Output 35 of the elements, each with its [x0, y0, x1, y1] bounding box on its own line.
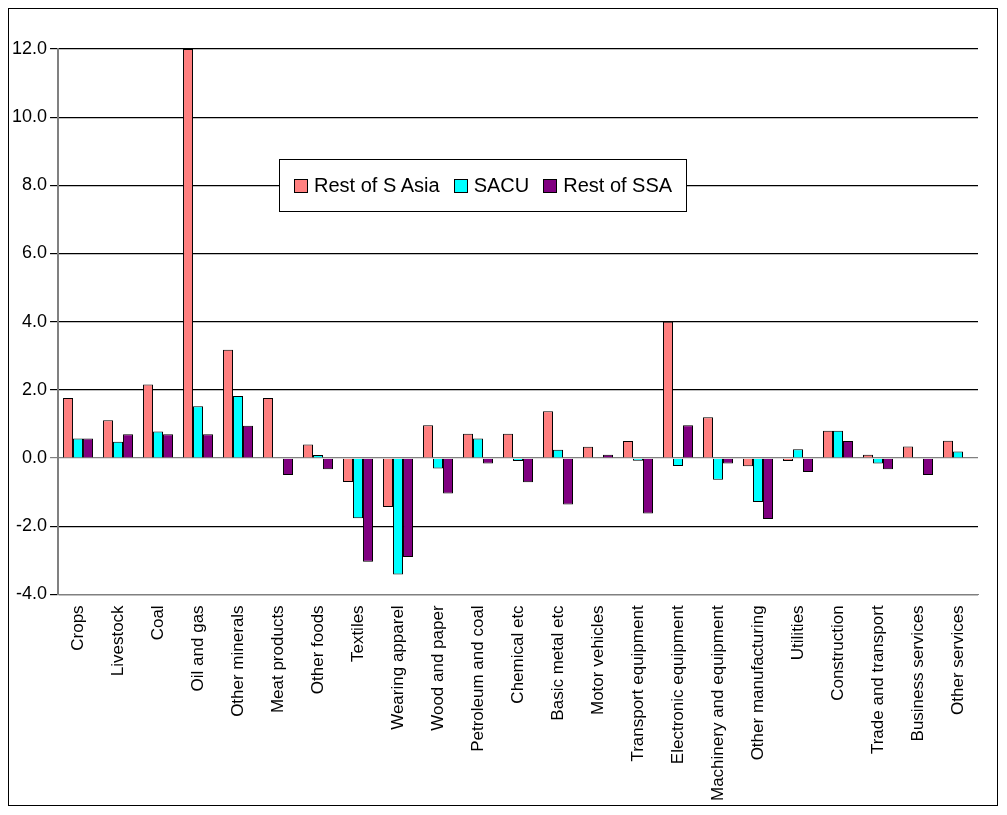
x-tick-label: Trade and transport: [867, 605, 887, 755]
x-tick-label: Petroleum and coal: [467, 605, 487, 752]
x-tick-label: Construction: [827, 605, 847, 701]
x-tick-label: Oil and gas: [187, 605, 207, 692]
y-tick-label: 0.0: [22, 447, 48, 468]
y-tick-label: 2.0: [22, 378, 48, 399]
y-tick-label: 8.0: [22, 174, 48, 195]
legend-label: Rest of SSA: [563, 174, 673, 197]
x-tick-label: Meat products: [267, 605, 287, 714]
x-tick-label: Transport equipment: [627, 605, 647, 762]
y-tick-label: 4.0: [22, 310, 48, 331]
y-tick-label: -2.0: [16, 515, 48, 536]
y-tick-label: 10.0: [11, 106, 48, 127]
x-tick-label: Textiles: [347, 605, 367, 663]
legend-label: SACU: [473, 174, 530, 197]
x-tick-label: Other foods: [307, 605, 327, 695]
y-tick-label: -4.0: [16, 583, 48, 604]
y-tick-label: 12.0: [11, 37, 48, 58]
x-tick-label: Crops: [67, 605, 87, 651]
x-tick-label: Wearing apparel: [387, 605, 407, 730]
x-tick-label: Coal: [147, 605, 167, 641]
x-tick-label: Basic metal etc: [547, 604, 567, 721]
x-tick-label: Wood and paper: [427, 605, 447, 731]
x-tick-label: Livestock: [107, 604, 127, 677]
x-tick-label: Other manufacturing: [747, 605, 767, 761]
legend-label: Rest of S Asia: [314, 174, 440, 197]
y-tick-label: 6.0: [22, 242, 48, 263]
x-tick-label: Other services: [947, 605, 967, 715]
x-tick-label: Machinery and equipment: [707, 605, 727, 802]
x-tick-label: Electronic equipment: [667, 605, 687, 765]
x-tick-label: Motor vehicles: [587, 605, 607, 715]
x-tick-label: Chemical etc: [507, 604, 527, 704]
x-tick-label: Utilities: [787, 605, 807, 661]
x-tick-label: Business services: [907, 605, 927, 742]
x-tick-label: Other minerals: [227, 605, 247, 717]
